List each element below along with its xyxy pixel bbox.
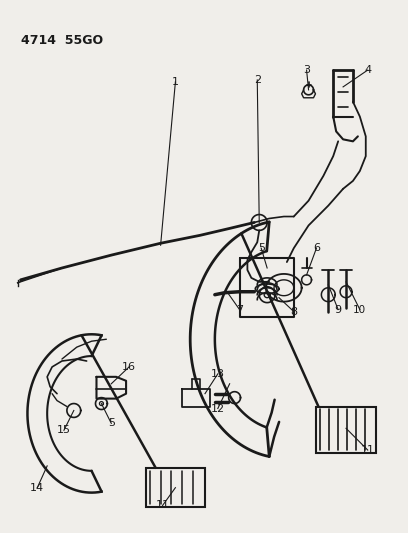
Text: 9: 9: [335, 304, 342, 314]
Text: 4: 4: [364, 65, 371, 75]
Text: 11: 11: [155, 500, 170, 511]
Text: 8: 8: [290, 306, 297, 317]
Text: 1: 1: [172, 77, 179, 87]
Text: 5: 5: [258, 243, 265, 253]
Text: 4714  55GO: 4714 55GO: [20, 34, 103, 47]
Text: 5: 5: [108, 418, 115, 429]
Text: 15: 15: [57, 425, 71, 435]
Text: 7: 7: [236, 304, 243, 314]
Text: 16: 16: [122, 362, 136, 372]
Text: 12: 12: [211, 403, 225, 414]
Text: 2: 2: [254, 75, 261, 85]
Text: 3: 3: [303, 65, 310, 75]
Text: 13: 13: [211, 369, 225, 379]
Bar: [146, 468, 205, 507]
Text: 11: 11: [361, 445, 375, 455]
Bar: [317, 407, 376, 453]
Text: 14: 14: [30, 483, 44, 492]
Text: 6: 6: [313, 243, 320, 253]
Text: 10: 10: [353, 304, 366, 314]
